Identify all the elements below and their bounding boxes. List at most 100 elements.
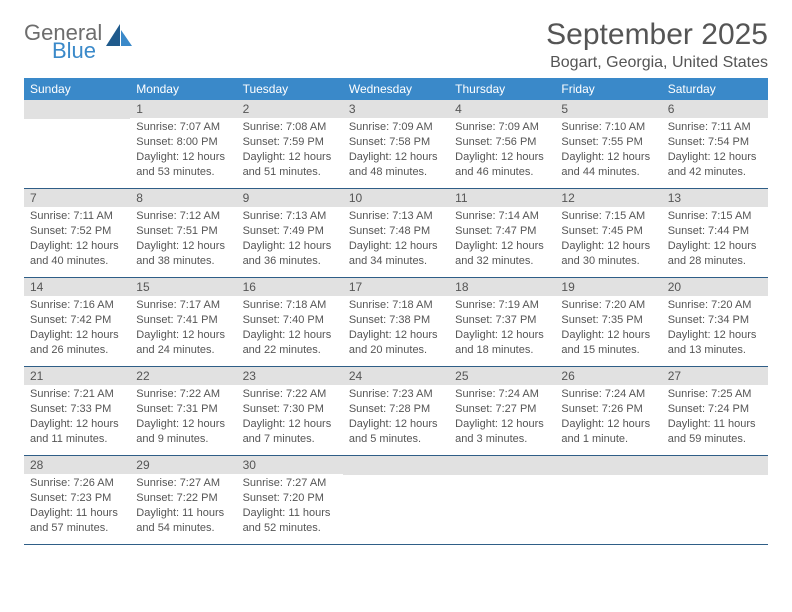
week-row: 28Sunrise: 7:26 AMSunset: 7:23 PMDayligh… <box>24 456 768 545</box>
week-row: 1Sunrise: 7:07 AMSunset: 8:00 PMDaylight… <box>24 100 768 189</box>
day-cell: 18Sunrise: 7:19 AMSunset: 7:37 PMDayligh… <box>449 278 555 366</box>
day-number: 9 <box>237 189 343 207</box>
day-cell: 21Sunrise: 7:21 AMSunset: 7:33 PMDayligh… <box>24 367 130 455</box>
day-number: 2 <box>237 100 343 118</box>
day-cell: 25Sunrise: 7:24 AMSunset: 7:27 PMDayligh… <box>449 367 555 455</box>
day-number: 27 <box>662 367 768 385</box>
day-info: Sunrise: 7:08 AMSunset: 7:59 PMDaylight:… <box>237 118 343 183</box>
day-number: 21 <box>24 367 130 385</box>
day-number: 20 <box>662 278 768 296</box>
day-info: Sunrise: 7:17 AMSunset: 7:41 PMDaylight:… <box>130 296 236 361</box>
day-cell: 5Sunrise: 7:10 AMSunset: 7:55 PMDaylight… <box>555 100 661 188</box>
day-number: 3 <box>343 100 449 118</box>
day-cell: 26Sunrise: 7:24 AMSunset: 7:26 PMDayligh… <box>555 367 661 455</box>
day-number: 12 <box>555 189 661 207</box>
day-number: 17 <box>343 278 449 296</box>
logo-blue-text: Blue <box>52 40 102 62</box>
day-number: 10 <box>343 189 449 207</box>
day-number: 4 <box>449 100 555 118</box>
day-info: Sunrise: 7:25 AMSunset: 7:24 PMDaylight:… <box>662 385 768 450</box>
day-info: Sunrise: 7:19 AMSunset: 7:37 PMDaylight:… <box>449 296 555 361</box>
logo-text: General Blue <box>24 22 102 62</box>
day-number: 29 <box>130 456 236 474</box>
calendar: SundayMondayTuesdayWednesdayThursdayFrid… <box>24 78 768 545</box>
day-number: 18 <box>449 278 555 296</box>
day-cell: 11Sunrise: 7:14 AMSunset: 7:47 PMDayligh… <box>449 189 555 277</box>
day-cell: 12Sunrise: 7:15 AMSunset: 7:45 PMDayligh… <box>555 189 661 277</box>
day-number-empty <box>24 100 130 119</box>
month-title: September 2025 <box>546 18 768 52</box>
day-number: 24 <box>343 367 449 385</box>
day-info: Sunrise: 7:27 AMSunset: 7:22 PMDaylight:… <box>130 474 236 539</box>
day-info: Sunrise: 7:15 AMSunset: 7:45 PMDaylight:… <box>555 207 661 272</box>
day-info: Sunrise: 7:07 AMSunset: 8:00 PMDaylight:… <box>130 118 236 183</box>
day-info: Sunrise: 7:11 AMSunset: 7:52 PMDaylight:… <box>24 207 130 272</box>
day-info: Sunrise: 7:18 AMSunset: 7:40 PMDaylight:… <box>237 296 343 361</box>
title-block: September 2025 Bogart, Georgia, United S… <box>546 18 768 72</box>
day-cell <box>555 456 661 544</box>
day-number: 13 <box>662 189 768 207</box>
day-cell: 9Sunrise: 7:13 AMSunset: 7:49 PMDaylight… <box>237 189 343 277</box>
logo: General Blue <box>24 18 132 62</box>
day-cell: 22Sunrise: 7:22 AMSunset: 7:31 PMDayligh… <box>130 367 236 455</box>
day-number: 16 <box>237 278 343 296</box>
day-info: Sunrise: 7:23 AMSunset: 7:28 PMDaylight:… <box>343 385 449 450</box>
day-number: 6 <box>662 100 768 118</box>
day-number: 25 <box>449 367 555 385</box>
day-info: Sunrise: 7:21 AMSunset: 7:33 PMDaylight:… <box>24 385 130 450</box>
day-cell: 29Sunrise: 7:27 AMSunset: 7:22 PMDayligh… <box>130 456 236 544</box>
weekday-header: Sunday <box>24 78 130 100</box>
day-cell: 16Sunrise: 7:18 AMSunset: 7:40 PMDayligh… <box>237 278 343 366</box>
day-info: Sunrise: 7:13 AMSunset: 7:49 PMDaylight:… <box>237 207 343 272</box>
day-number: 1 <box>130 100 236 118</box>
logo-sail-icon <box>106 24 132 46</box>
day-cell <box>662 456 768 544</box>
day-info: Sunrise: 7:18 AMSunset: 7:38 PMDaylight:… <box>343 296 449 361</box>
calendar-body: 1Sunrise: 7:07 AMSunset: 8:00 PMDaylight… <box>24 100 768 545</box>
day-info: Sunrise: 7:12 AMSunset: 7:51 PMDaylight:… <box>130 207 236 272</box>
day-number-empty <box>662 456 768 475</box>
day-info: Sunrise: 7:20 AMSunset: 7:35 PMDaylight:… <box>555 296 661 361</box>
day-info: Sunrise: 7:09 AMSunset: 7:56 PMDaylight:… <box>449 118 555 183</box>
day-number-empty <box>449 456 555 475</box>
day-info: Sunrise: 7:26 AMSunset: 7:23 PMDaylight:… <box>24 474 130 539</box>
day-cell: 4Sunrise: 7:09 AMSunset: 7:56 PMDaylight… <box>449 100 555 188</box>
day-number: 23 <box>237 367 343 385</box>
day-cell: 24Sunrise: 7:23 AMSunset: 7:28 PMDayligh… <box>343 367 449 455</box>
day-cell <box>343 456 449 544</box>
day-cell: 2Sunrise: 7:08 AMSunset: 7:59 PMDaylight… <box>237 100 343 188</box>
day-cell: 1Sunrise: 7:07 AMSunset: 8:00 PMDaylight… <box>130 100 236 188</box>
day-number: 28 <box>24 456 130 474</box>
day-number: 11 <box>449 189 555 207</box>
day-cell: 14Sunrise: 7:16 AMSunset: 7:42 PMDayligh… <box>24 278 130 366</box>
day-number: 22 <box>130 367 236 385</box>
day-info: Sunrise: 7:22 AMSunset: 7:31 PMDaylight:… <box>130 385 236 450</box>
weekday-header: Wednesday <box>343 78 449 100</box>
day-number: 30 <box>237 456 343 474</box>
day-info: Sunrise: 7:16 AMSunset: 7:42 PMDaylight:… <box>24 296 130 361</box>
day-cell: 6Sunrise: 7:11 AMSunset: 7:54 PMDaylight… <box>662 100 768 188</box>
location-text: Bogart, Georgia, United States <box>546 54 768 72</box>
day-info: Sunrise: 7:14 AMSunset: 7:47 PMDaylight:… <box>449 207 555 272</box>
day-cell: 20Sunrise: 7:20 AMSunset: 7:34 PMDayligh… <box>662 278 768 366</box>
day-number-empty <box>343 456 449 475</box>
day-cell: 28Sunrise: 7:26 AMSunset: 7:23 PMDayligh… <box>24 456 130 544</box>
day-info: Sunrise: 7:27 AMSunset: 7:20 PMDaylight:… <box>237 474 343 539</box>
day-cell: 13Sunrise: 7:15 AMSunset: 7:44 PMDayligh… <box>662 189 768 277</box>
day-number: 15 <box>130 278 236 296</box>
day-cell: 17Sunrise: 7:18 AMSunset: 7:38 PMDayligh… <box>343 278 449 366</box>
week-row: 7Sunrise: 7:11 AMSunset: 7:52 PMDaylight… <box>24 189 768 278</box>
day-cell: 27Sunrise: 7:25 AMSunset: 7:24 PMDayligh… <box>662 367 768 455</box>
weekday-header: Tuesday <box>237 78 343 100</box>
week-row: 21Sunrise: 7:21 AMSunset: 7:33 PMDayligh… <box>24 367 768 456</box>
weekday-header: Thursday <box>449 78 555 100</box>
day-info: Sunrise: 7:15 AMSunset: 7:44 PMDaylight:… <box>662 207 768 272</box>
day-number: 19 <box>555 278 661 296</box>
weekday-header-row: SundayMondayTuesdayWednesdayThursdayFrid… <box>24 78 768 100</box>
day-cell: 30Sunrise: 7:27 AMSunset: 7:20 PMDayligh… <box>237 456 343 544</box>
day-info: Sunrise: 7:22 AMSunset: 7:30 PMDaylight:… <box>237 385 343 450</box>
day-info: Sunrise: 7:24 AMSunset: 7:27 PMDaylight:… <box>449 385 555 450</box>
day-cell: 10Sunrise: 7:13 AMSunset: 7:48 PMDayligh… <box>343 189 449 277</box>
day-cell: 8Sunrise: 7:12 AMSunset: 7:51 PMDaylight… <box>130 189 236 277</box>
day-cell: 3Sunrise: 7:09 AMSunset: 7:58 PMDaylight… <box>343 100 449 188</box>
